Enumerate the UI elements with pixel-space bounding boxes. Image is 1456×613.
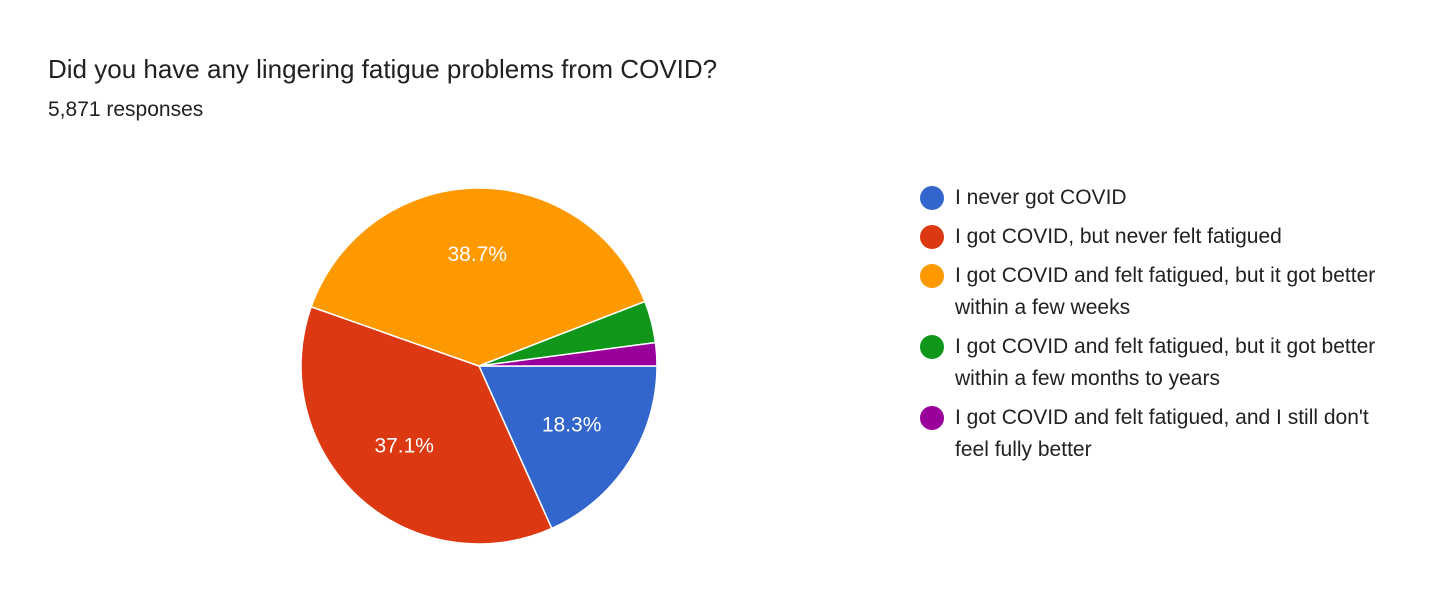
pie-slice <box>478 341 658 367</box>
chart-subtitle: 5,871 responses <box>48 98 204 121</box>
legend-marker <box>920 264 944 288</box>
legend: I never got COVID I got COVID, but never … <box>920 182 1390 473</box>
legend-marker <box>920 335 944 359</box>
legend-marker <box>920 406 944 430</box>
legend-label: I got COVID and felt fatigued, but it go… <box>955 335 1376 390</box>
chart-title: Did you have any lingering fatigue probl… <box>48 54 718 84</box>
chart: 18.3% 37.1% 38.7% <box>300 187 658 545</box>
legend-item: I never got COVID <box>920 182 1390 214</box>
data-label: 38.7% <box>447 243 507 266</box>
legend-label: I got COVID and felt fatigued, but it go… <box>955 264 1376 319</box>
pie-slice <box>477 365 658 530</box>
legend-label: I got COVID, but never felt fatigued <box>955 225 1282 248</box>
legend-label: I never got COVID <box>955 186 1127 209</box>
pie-slice <box>300 305 553 545</box>
legend-item: I got COVID and felt fatigued, but it go… <box>920 331 1390 395</box>
legend-marker <box>920 186 944 210</box>
data-label: 18.3% <box>542 414 602 437</box>
legend-item: I got COVID, but never felt fatigued <box>920 221 1390 253</box>
data-label: 37.1% <box>374 435 434 458</box>
legend-item: I got COVID and felt fatigued, but it go… <box>920 260 1390 324</box>
legend-marker <box>920 225 944 249</box>
pie-slice <box>310 187 646 367</box>
legend-label: I got COVID and felt fatigued, and I sti… <box>955 406 1369 461</box>
legend-item: I got COVID and felt fatigued, and I sti… <box>920 402 1390 466</box>
